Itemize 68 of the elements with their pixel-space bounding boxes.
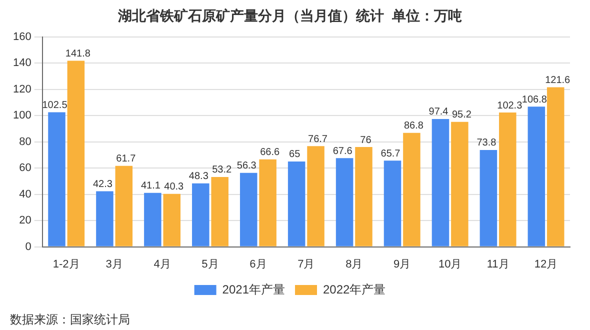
bar	[355, 147, 372, 246]
bar	[240, 172, 258, 246]
data-label: 65.7	[380, 148, 401, 160]
x-tick-label: 1-2月	[52, 258, 80, 270]
bar	[528, 106, 546, 246]
data-label: 76	[360, 134, 372, 146]
bar	[336, 158, 354, 246]
y-tick-label: 60	[19, 162, 32, 174]
chart-title: 湖北省铁矿石原矿产量分月（当月值）统计 单位：万吨	[117, 7, 462, 24]
bar	[288, 161, 306, 246]
x-tick-label: 11月	[486, 258, 510, 270]
y-tick-label: 20	[19, 214, 32, 227]
x-tick-label: 4月	[154, 258, 171, 270]
x-tick-label: 9月	[394, 258, 411, 270]
source-note: 数据来源：国家统计局	[10, 312, 130, 326]
x-tick-label: 6月	[250, 258, 267, 270]
data-label: 41.1	[140, 180, 161, 192]
data-label: 61.7	[116, 154, 136, 165]
y-tick-label: 40	[19, 188, 32, 200]
data-label: 56.3	[236, 160, 257, 172]
y-tick-label: 100	[12, 110, 32, 122]
y-tick-label: 140	[12, 57, 32, 70]
legend-label: 2021年产量	[222, 282, 286, 296]
y-tick-label: 160	[12, 30, 32, 43]
x-tick-label: 7月	[298, 258, 315, 270]
bar	[403, 132, 420, 246]
x-tick-label: 3月	[106, 258, 123, 270]
data-label: 66.6	[260, 147, 280, 158]
bar	[67, 60, 85, 246]
bar	[259, 159, 276, 246]
x-tick-label: 10月	[438, 258, 462, 270]
bar	[192, 183, 210, 246]
bar	[115, 166, 133, 246]
bar	[451, 122, 468, 246]
data-label: 65	[289, 149, 301, 160]
bar	[96, 191, 114, 246]
bar	[144, 192, 162, 246]
bar	[163, 194, 180, 246]
bar	[48, 112, 66, 246]
bar	[307, 146, 324, 246]
data-label: 53.2	[212, 164, 232, 176]
data-label: 42.3	[92, 179, 113, 190]
bar	[546, 87, 564, 246]
bar	[480, 150, 498, 246]
bar	[432, 118, 450, 246]
x-tick-label: 12月	[534, 258, 558, 270]
data-label: 95.2	[452, 110, 472, 121]
data-label: 73.8	[476, 138, 497, 149]
data-label: 106.8	[522, 94, 548, 106]
bar	[211, 176, 228, 246]
data-label: 76.7	[308, 134, 328, 145]
data-label: 102.5	[42, 100, 68, 112]
data-label: 97.4	[428, 106, 449, 118]
data-label: 121.6	[545, 74, 571, 86]
y-tick-label: 120	[12, 83, 32, 96]
legend-label: 2022年产量	[323, 282, 386, 296]
bar	[499, 112, 516, 246]
data-label: 40.3	[164, 182, 184, 193]
bar	[384, 160, 402, 246]
data-label: 48.3	[188, 171, 209, 182]
data-label: 86.8	[404, 120, 424, 132]
y-tick-label: 80	[19, 136, 32, 148]
x-tick-label: 8月	[346, 258, 363, 270]
y-tick-label: 0	[25, 240, 32, 253]
data-label: 102.3	[497, 100, 523, 112]
data-label: 67.6	[332, 146, 353, 157]
data-label: 141.8	[65, 48, 91, 60]
x-tick-label: 5月	[202, 258, 219, 270]
